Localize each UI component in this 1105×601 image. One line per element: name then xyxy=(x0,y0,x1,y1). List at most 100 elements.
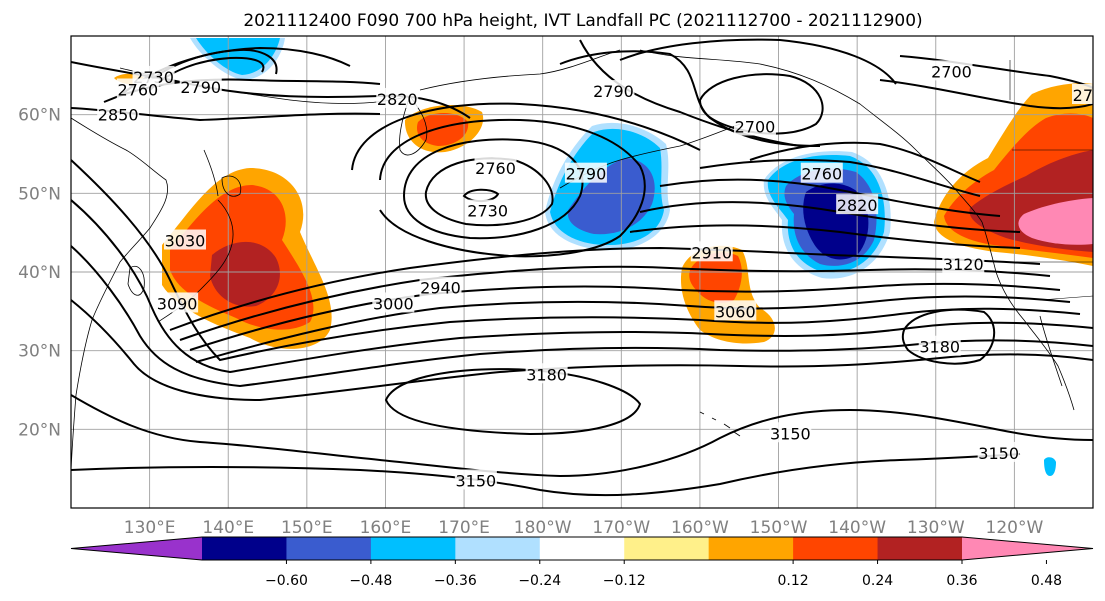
contour-2790-low xyxy=(402,138,584,240)
colorbar-segment-2 xyxy=(370,537,456,560)
colorbar-tick-label-7: 0.36 xyxy=(946,573,977,589)
coastline-east-asia xyxy=(71,117,168,471)
lon-label-10: 130°W xyxy=(907,518,965,538)
contour-2730-gulf xyxy=(879,79,1093,110)
lon-label-1: 140°E xyxy=(202,518,254,538)
longitude-labels: 130°E 140°E 150°E 160°E 170°E 180°W 170°W 160°W… xyxy=(124,518,1044,538)
contour-2970 xyxy=(189,282,1061,351)
colorbar-extend-low xyxy=(71,537,202,560)
colorbar-tick-label-4: −0.12 xyxy=(603,573,646,589)
coastline-korea xyxy=(127,265,145,296)
contour-label-bg-21 xyxy=(918,335,961,356)
contour-label-bg-10 xyxy=(930,60,973,81)
contour-label-10: 2700 xyxy=(931,62,972,81)
lat-label-2: 40°N xyxy=(18,263,61,283)
political-borders xyxy=(1009,60,1093,301)
contour-2760-gulf xyxy=(749,141,981,183)
coastline-us-west xyxy=(981,221,1075,411)
contour-label-2: 2790 xyxy=(180,78,221,97)
shade-cyan-small-east xyxy=(1044,457,1056,476)
colorbar-extend-high xyxy=(962,537,1093,560)
contour-label-17: 2910 xyxy=(691,243,732,262)
contour-3150-south xyxy=(71,453,1021,497)
contour-2790-gulf xyxy=(699,159,981,197)
contour-label-bg-19 xyxy=(942,253,985,274)
contour-label-bg-4 xyxy=(376,87,419,108)
lat-label-3: 30°N xyxy=(18,342,61,362)
contour-label-22: 3150 xyxy=(770,424,811,443)
contour-label-6: 2790 xyxy=(566,165,607,184)
contour-label-bg-6 xyxy=(564,162,607,183)
lat-label-1: 50°N xyxy=(18,184,61,204)
contour-label-bg-18 xyxy=(714,300,757,321)
contour-label-bg-15 xyxy=(419,276,462,297)
contour-2850-trough xyxy=(351,102,701,171)
contour-label-4: 2820 xyxy=(377,90,418,109)
colorbar-tick-label-3: −0.24 xyxy=(518,573,561,589)
coastline-alaska xyxy=(639,49,957,191)
contour-label-bg-9 xyxy=(733,115,776,136)
colorbar-tick-label-5: 0.12 xyxy=(778,573,809,589)
contour-3180-west xyxy=(384,368,642,436)
colorbar-tick-label-1: −0.48 xyxy=(349,573,392,589)
colorbar-segment-1 xyxy=(286,537,372,560)
contour-label-bg-1 xyxy=(116,78,159,99)
contour-label-bg-11 xyxy=(800,162,843,183)
lat-label-4: 20°N xyxy=(18,420,61,440)
contour-3150-ridge xyxy=(71,394,1093,478)
contour-label-25: 2730 xyxy=(1073,86,1105,105)
contour-label-11: 2760 xyxy=(801,165,842,184)
contour-label-1: 2760 xyxy=(117,80,158,99)
colorbar-segment-5 xyxy=(624,537,710,560)
contour-label-bg-2 xyxy=(179,76,222,97)
contour-2820-north xyxy=(71,61,471,119)
colorbar-outline xyxy=(70,536,1094,561)
contour-3180-east xyxy=(901,308,996,365)
coastline-bc xyxy=(955,189,983,223)
colorbar-segment-4 xyxy=(539,537,625,560)
contour-label-bg-12 xyxy=(836,194,879,215)
height-contours xyxy=(71,38,1093,497)
contour-label-21: 3180 xyxy=(919,338,960,357)
contour-label-7: 2730 xyxy=(467,202,508,221)
contour-label-19: 3120 xyxy=(943,255,984,274)
coastline-kamchatka xyxy=(399,95,428,156)
contour-label-5: 2760 xyxy=(475,159,516,178)
coastline-hokkaido xyxy=(221,175,242,197)
lon-label-7: 160°W xyxy=(671,518,729,538)
contour-label-23: 3150 xyxy=(456,471,497,490)
contour-2940 xyxy=(179,265,1051,341)
colorbar xyxy=(70,536,1094,561)
shade-darkred-sea-of-japan xyxy=(210,241,280,307)
contour-2760-low xyxy=(424,157,554,227)
contour-label-bg-8 xyxy=(592,80,635,101)
colorbar-tick-label-8: 0.48 xyxy=(1031,573,1062,589)
lon-label-6: 170°W xyxy=(592,518,650,538)
map-panel: 2730 2760 2790 2850 2820 2760 2790 2730 2790 2700… xyxy=(70,35,1105,509)
colorbar-segment-0 xyxy=(202,537,287,560)
colorbar-tick-label-2: −0.36 xyxy=(434,573,477,589)
contour-2700-bering-low xyxy=(698,73,824,135)
contour-label-15: 2940 xyxy=(420,279,461,298)
contour-label-13: 3030 xyxy=(165,232,206,251)
lon-label-8: 150°W xyxy=(750,518,808,538)
contour-3030 xyxy=(71,159,1081,362)
colorbar-segment-7 xyxy=(793,537,879,560)
contour-3000 xyxy=(195,295,1071,363)
contour-label-18: 3060 xyxy=(715,302,756,321)
contour-2820-gulf xyxy=(659,178,1001,217)
contour-label-bg-25 xyxy=(1072,84,1093,104)
contour-label-bg-20 xyxy=(525,363,568,384)
contour-labels: 2730 2760 2790 2850 2820 2760 2790 2730 2790 2700… xyxy=(97,60,1105,490)
contour-label-8: 2790 xyxy=(593,82,634,101)
contour-label-bg-22 xyxy=(769,422,812,443)
coastline-siberia-east xyxy=(419,49,621,91)
colorbar-segment-3 xyxy=(455,537,541,560)
colorbar-tick-label-6: 0.24 xyxy=(862,573,893,589)
coastline-hawaii xyxy=(699,411,741,437)
contour-label-9: 2700 xyxy=(735,117,776,136)
colorbar-segment-8 xyxy=(877,537,963,560)
colorbar-segment-6 xyxy=(708,537,794,560)
contour-label-bg-17 xyxy=(690,241,733,262)
contour-2880 xyxy=(629,224,1021,249)
